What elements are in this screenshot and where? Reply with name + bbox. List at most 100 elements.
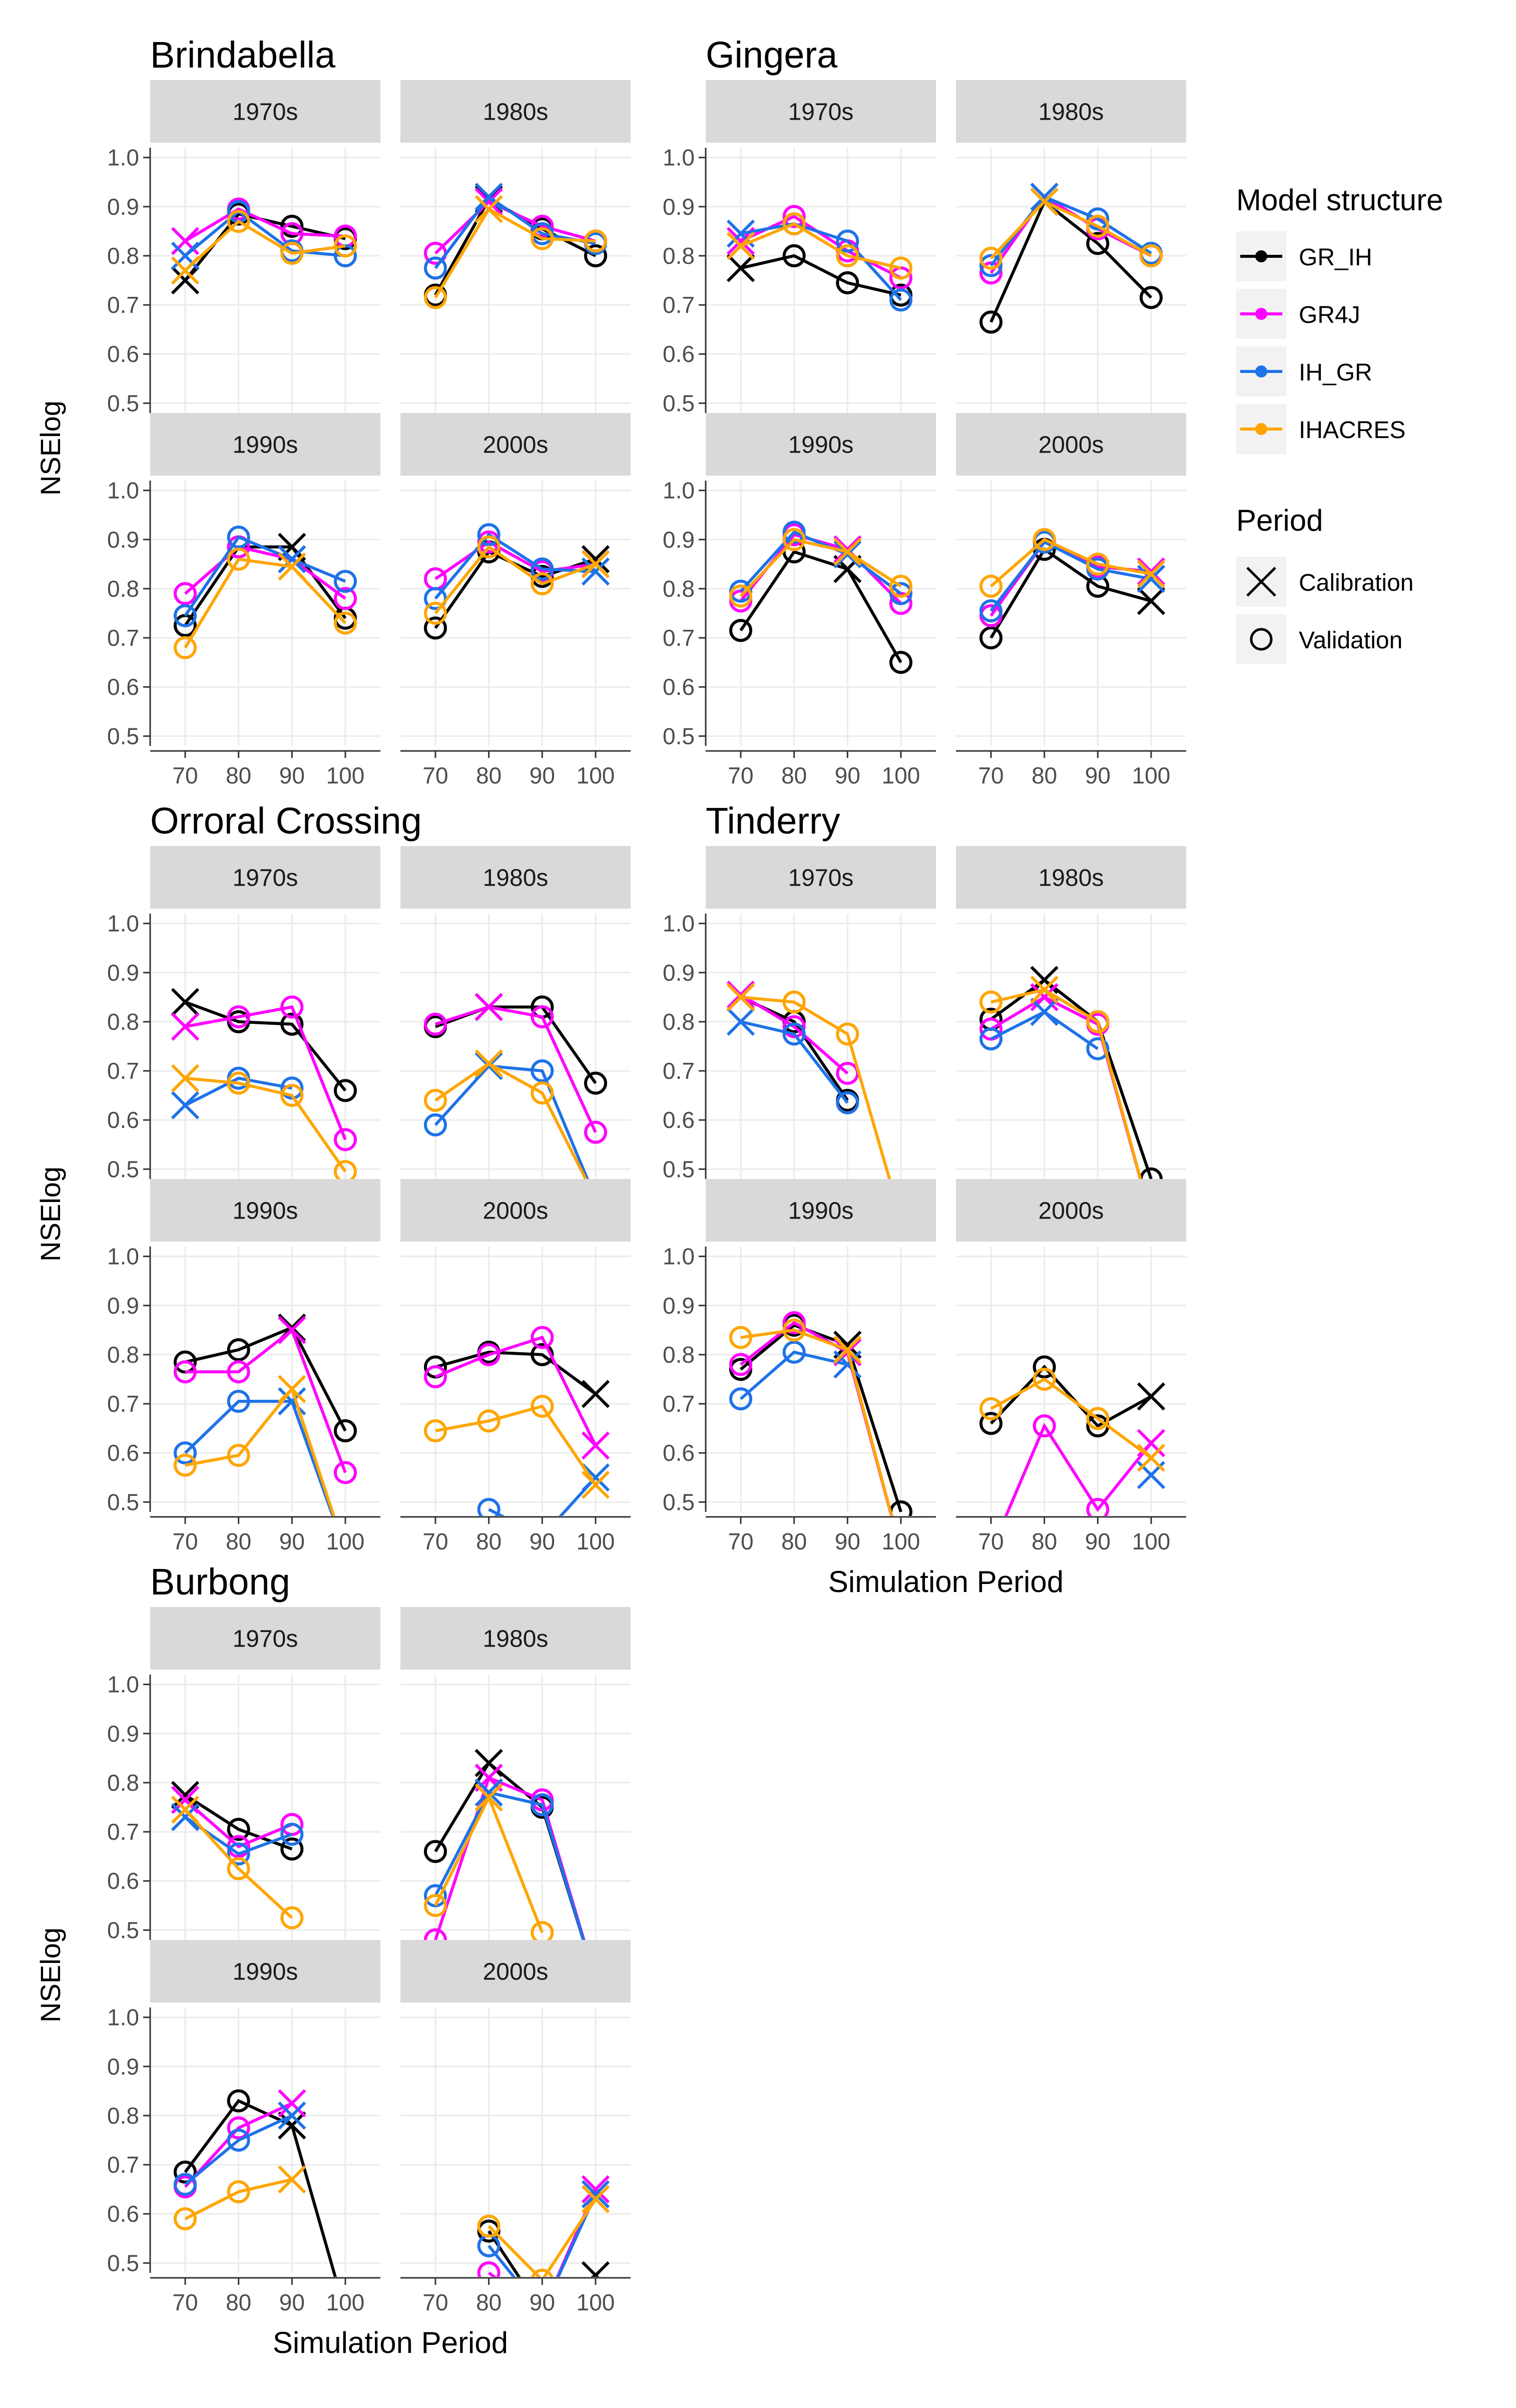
point-circle-ihacres [531, 2268, 554, 2277]
x-tick-label: 70 [978, 1528, 1003, 1554]
panel-brindabella-1980s: 1980s [400, 80, 631, 413]
point-circle-ih-gr [334, 244, 357, 267]
y-tick-label: 0.5 [663, 390, 695, 416]
point-circle-ihacres [477, 535, 500, 559]
point-circle-gr4j [227, 1360, 250, 1384]
y-tick-label: 0.5 [107, 1917, 139, 1943]
point-circle-ihacres [227, 2180, 250, 2204]
panel-gingera-1990s: 1990s 0.5 0.6 0.7 0.8 0.9 1.0 70 80 90 100 [663, 413, 936, 788]
catchment-brindabella: Brindabella 1970s 0.5 0.6 0.7 0.8 0.9 1.0 1980s 1… [35, 34, 631, 788]
y-axis-title: NSElog [35, 1166, 66, 1262]
point-circle-ihacres [227, 1857, 250, 1880]
panel-strip [956, 846, 1186, 909]
x-tick-label: 70 [728, 762, 753, 788]
point-circle-ihacres [477, 2214, 500, 2238]
x-tick-label: 80 [226, 1528, 251, 1554]
panel-brindabella-1990s: 1990s 0.5 0.6 0.7 0.8 0.9 1.0 70 80 90 100 [107, 413, 380, 788]
point-circle-ih-gr [531, 557, 554, 581]
series-line-gr-ih [989, 547, 1152, 639]
point-cross-ihacres [278, 552, 306, 581]
point-circle-gr4j [424, 1012, 447, 1036]
panel-data [424, 1749, 587, 1944]
point-circle-gr-ih [836, 271, 859, 294]
panel-gingera-1970s: 1970s 0.5 0.6 0.7 0.8 0.9 1.0 [663, 80, 936, 416]
series-line-gr-ih [185, 1326, 347, 1432]
panel-strip-label: 1990s [233, 1959, 298, 1985]
panel-strip [400, 413, 631, 476]
panel-data [979, 966, 1163, 1183]
y-tick-label: 0.8 [663, 1342, 695, 1368]
point-cross-gr4j [171, 1012, 200, 1041]
x-tick-label: 90 [530, 1528, 555, 1554]
point-circle-gr4j [334, 1128, 357, 1151]
y-axis-title: NSElog [35, 400, 66, 496]
point-circle-gr-ih [729, 619, 752, 642]
series-line-ih-gr [434, 1791, 587, 1944]
y-tick-label: 1.0 [663, 145, 695, 171]
point-cross-gr-ih [581, 2261, 610, 2277]
y-tick-label: 0.6 [663, 1107, 695, 1133]
panel-strip-label: 1970s [233, 99, 298, 126]
x-tick-label: 90 [1085, 762, 1111, 788]
catchment-title: Tinderry [706, 800, 840, 842]
panel-data [174, 525, 357, 659]
point-circle-gr-ih [979, 1412, 1002, 1435]
point-circle-ih-gr [477, 523, 500, 546]
point-circle-gr4j [782, 1015, 806, 1038]
point-circle-ih-gr [782, 1022, 806, 1046]
series-line-ihacres [990, 1377, 1152, 1459]
point-circle-ihacres [1086, 1407, 1110, 1430]
point-cross-gr-ih [474, 1749, 503, 1777]
legend-model-title: Model structure [1236, 183, 1443, 217]
y-tick-label: 0.7 [663, 625, 695, 651]
legend-model-gr4j: GR4J [1236, 289, 1360, 339]
y-tick-label: 0.9 [107, 2054, 139, 2080]
point-circle-ih-gr [424, 1113, 447, 1137]
series-line-gr4j [1004, 1422, 1153, 1516]
legend-model-ih-gr: IH_GR [1236, 346, 1372, 396]
catchment-title: Orroral Crossing [150, 800, 422, 842]
panel-data [726, 205, 912, 312]
point-circle-gr4j [174, 582, 197, 605]
panel-strip [956, 1179, 1186, 1242]
series-line-gr-ih [434, 1005, 597, 1084]
point-circle-ihacres [1086, 1010, 1110, 1033]
point-circle-ih-gr [1086, 207, 1110, 231]
series-line-ih-gr [184, 1076, 292, 1107]
point-circle-ihacres [174, 2207, 197, 2231]
x-tick-label: 80 [476, 1528, 501, 1554]
point-cross-gr-ih [171, 266, 200, 295]
point-circle-gr-ih [1033, 1355, 1056, 1379]
point-circle-ihacres [424, 1419, 447, 1443]
series-line-gr-ih [739, 550, 902, 663]
panel-strip-label: 1980s [1039, 99, 1104, 126]
panel-orroral-crossing-2000s: 2000s 70 80 90 100 [400, 1179, 631, 1554]
point-cross-gr-ih [1137, 587, 1166, 615]
point-cross-ih-gr [726, 1007, 755, 1036]
x-tick-label: 80 [226, 2289, 251, 2315]
point-circle-ih-gr [227, 1390, 250, 1413]
point-circle-ih-gr [424, 256, 447, 280]
point-circle-gr4j [1033, 1414, 1056, 1438]
x-tick-label: 90 [835, 762, 860, 788]
legend-key-cross [1246, 567, 1276, 597]
point-cross-gr-ih [171, 988, 200, 1016]
x-tick-label: 70 [728, 1528, 753, 1554]
series-line-ih-gr [740, 1350, 848, 1400]
panel-strip [706, 413, 936, 476]
panel-strip [150, 846, 380, 909]
catchment-title: Gingera [706, 34, 838, 76]
panel-strip-label: 1970s [788, 865, 854, 892]
legend-period-title: Period [1236, 504, 1323, 537]
point-cross-ih-gr [581, 557, 610, 586]
point-circle-ihacres [782, 528, 806, 551]
panel-strip-label: 1970s [233, 1626, 298, 1653]
point-circle-gr-ih [227, 1818, 250, 1841]
point-circle-gr-ih [334, 1079, 357, 1102]
series-line-ihacres [990, 988, 1143, 1183]
legend-period-label: Validation [1299, 627, 1402, 654]
point-circle-gr4j [227, 1005, 250, 1029]
point-cross-gr-ih [581, 1380, 610, 1408]
point-circle-gr4j [979, 261, 1002, 285]
point-circle-ihacres [334, 611, 357, 635]
